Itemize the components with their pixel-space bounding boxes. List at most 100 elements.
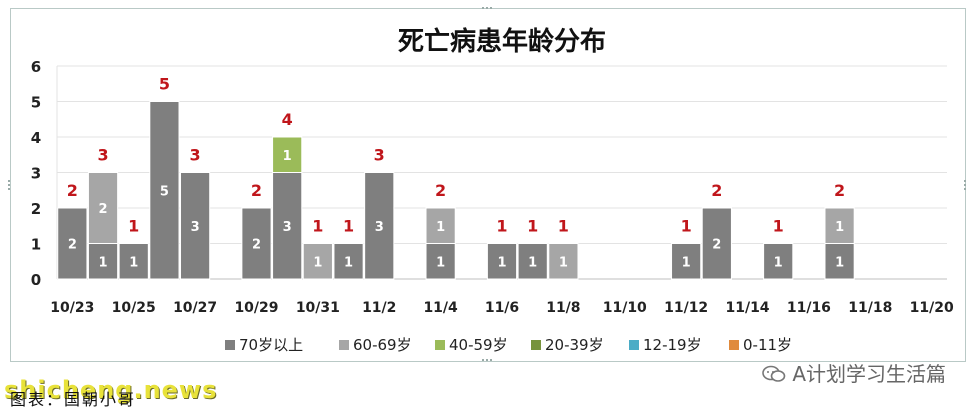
bar-segment: [425, 243, 456, 280]
bar-segment-label: 1: [682, 255, 691, 270]
bar-segment: [333, 243, 364, 280]
bar-segment: [364, 172, 395, 280]
bar-total-label: 3: [97, 146, 108, 165]
bar-segment: [824, 243, 855, 280]
x-tick-label: 11/10: [603, 300, 647, 316]
bar-segment-label: 1: [835, 255, 844, 270]
x-tick-label: 11/6: [485, 300, 519, 316]
bar-segment-label: 3: [283, 220, 292, 235]
legend-swatch: [729, 340, 739, 350]
resize-handle-bottom[interactable]: [482, 359, 492, 365]
chart-title: 死亡病患年龄分布: [398, 26, 606, 57]
legend-label: 40-59岁: [449, 336, 508, 354]
bar-segment: [57, 207, 88, 280]
bar-segment: [548, 243, 579, 280]
x-tick-label: 11/14: [725, 300, 769, 316]
y-tick-label: 0: [31, 271, 41, 289]
bar-segment-label: 1: [313, 255, 322, 270]
bar-total-label: 1: [343, 217, 354, 236]
wechat-icon: [762, 364, 786, 382]
x-tick-label: 11/8: [546, 300, 580, 316]
bar-total-label: 3: [374, 146, 385, 165]
watermark: shicheng.news: [4, 376, 218, 404]
legend-label: 12-19岁: [643, 336, 702, 354]
bar-total-label: 2: [834, 181, 845, 200]
bar-segment-label: 1: [528, 255, 537, 270]
x-tick-label: 11/4: [423, 300, 458, 316]
bar-segment-label: 1: [835, 220, 844, 235]
bar-segment: [87, 172, 119, 244]
legend-label: 60-69岁: [353, 336, 412, 354]
bar-segment: [118, 243, 149, 280]
resize-handle-left[interactable]: [8, 180, 14, 190]
y-tick-label: 5: [31, 94, 41, 112]
legend-swatch: [225, 340, 235, 350]
bar-segment: [272, 172, 303, 280]
y-tick-label: 3: [31, 165, 41, 183]
bar-segment-label: 1: [436, 220, 445, 235]
bar-total-label: 1: [558, 217, 569, 236]
legend-label: 70岁以上: [239, 336, 303, 354]
bar-segment: [272, 136, 303, 173]
x-tick-label: 11/2: [362, 300, 396, 316]
legend-label: 0-11岁: [743, 336, 792, 354]
bar-segment-label: 3: [191, 220, 200, 235]
bar-total-label: 2: [435, 181, 446, 200]
bar-segment-label: 3: [375, 220, 384, 235]
bar-segment-label: 1: [436, 255, 445, 270]
account-label: A计划学习生活篇: [792, 362, 946, 386]
bar-segment: [425, 207, 456, 244]
bar-total-label: 2: [711, 181, 722, 200]
bar-segment: [517, 243, 548, 280]
x-tick-label: 10/29: [234, 300, 278, 316]
bar-segment: [671, 243, 702, 280]
bar-total-label: 2: [67, 181, 78, 200]
bar-segment: [701, 207, 732, 280]
x-tick-label: 10/23: [50, 300, 94, 316]
bar-segment-label: 1: [344, 255, 353, 270]
bar-total-label: 1: [312, 217, 323, 236]
bar-segment-label: 2: [68, 238, 77, 253]
bar-total-label: 1: [527, 217, 538, 236]
bar-total-label: 1: [128, 217, 139, 236]
bar-segment-label: 1: [99, 255, 108, 270]
account-name: A计划学习生活篇: [762, 358, 946, 387]
bar-segment-label: 1: [283, 149, 292, 164]
bar-total-label: 4: [282, 110, 293, 129]
x-tick-label: 10/25: [112, 300, 156, 316]
legend-swatch: [531, 340, 541, 350]
bar-segment-label: 2: [99, 202, 108, 217]
y-tick-label: 6: [31, 58, 41, 76]
x-tick-label: 10/31: [296, 300, 340, 316]
bar-segment: [149, 101, 180, 280]
chart-credit: 图表：国朝小哥: [10, 390, 137, 409]
bar-total-label: 1: [496, 217, 507, 236]
bar-segment-label: 2: [712, 238, 721, 253]
y-tick-label: 1: [31, 236, 41, 254]
bar-total-label: 1: [773, 217, 784, 236]
bar-segment: [302, 243, 333, 280]
x-tick-label: 11/12: [664, 300, 708, 316]
x-tick-label: 11/16: [787, 300, 831, 316]
bar-segment-label: 1: [774, 255, 783, 270]
resize-handle-right[interactable]: [964, 180, 970, 190]
bar-segment: [180, 172, 211, 280]
bar-segment: [486, 243, 518, 280]
resize-handle-top[interactable]: [482, 7, 492, 13]
bar-segment-label: 1: [129, 255, 138, 270]
x-tick-label: 11/18: [848, 300, 892, 316]
bar-segment: [763, 243, 794, 280]
y-tick-label: 2: [31, 200, 41, 218]
legend-swatch: [629, 340, 639, 350]
bar-total-label: 1: [681, 217, 692, 236]
legend-label: 20-39岁: [545, 336, 604, 354]
bar-segment: [824, 207, 855, 244]
y-tick-label: 4: [31, 129, 41, 147]
bar-segment-label: 2: [252, 238, 261, 253]
legend-swatch: [339, 340, 349, 350]
bar-segment-label: 1: [559, 255, 568, 270]
x-tick-label: 11/20: [910, 300, 954, 316]
x-tick-label: 10/27: [173, 300, 217, 316]
legend-swatch: [435, 340, 445, 350]
